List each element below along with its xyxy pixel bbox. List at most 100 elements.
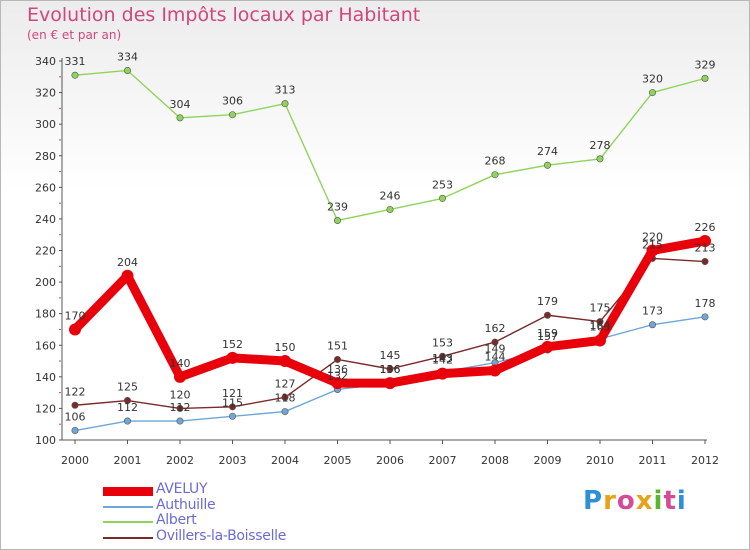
y-tick-label: 200 <box>35 276 56 289</box>
data-label: 334 <box>117 50 138 63</box>
data-label: 306 <box>222 95 243 108</box>
data-label: 106 <box>65 411 86 424</box>
data-label: 213 <box>695 242 716 255</box>
data-point <box>281 100 289 108</box>
data-label: 125 <box>117 381 138 394</box>
data-point <box>176 114 184 122</box>
data-point <box>701 74 709 82</box>
data-point <box>124 397 132 405</box>
data-label: 152 <box>222 338 243 351</box>
legend-label-ovillers: Ovillers-la-Boisselle <box>156 527 287 544</box>
data-label: 140 <box>170 357 191 370</box>
data-point <box>121 269 134 282</box>
legend-label-aveluy: AVELUY <box>156 481 208 497</box>
data-label: 175 <box>590 302 611 315</box>
data-point <box>229 111 237 119</box>
logo-letter: o <box>616 486 636 516</box>
data-label: 204 <box>117 256 138 269</box>
data-label: 274 <box>537 145 558 158</box>
x-tick-label: 2011 <box>639 454 667 467</box>
data-label: 268 <box>485 155 506 168</box>
data-point <box>384 377 396 390</box>
data-label: 329 <box>695 58 716 71</box>
data-label: 153 <box>432 336 453 349</box>
x-tick-label: 2004 <box>271 454 299 467</box>
data-label: 220 <box>642 231 663 244</box>
data-label: 278 <box>590 139 611 152</box>
data-point <box>174 370 186 383</box>
data-label: 112 <box>170 401 191 414</box>
data-label: 118 <box>275 392 296 405</box>
x-tick-label: 2012 <box>691 454 719 467</box>
data-point <box>69 323 81 336</box>
data-point <box>331 377 344 390</box>
x-tick-label: 2001 <box>114 454 142 467</box>
data-label: 122 <box>65 385 86 398</box>
data-label: 144 <box>485 351 506 364</box>
data-label: 136 <box>327 363 348 376</box>
y-tick-label: 300 <box>35 118 56 131</box>
data-point <box>279 355 291 368</box>
data-point <box>648 321 656 329</box>
chart-subtitle: (en € et par an) <box>27 28 122 42</box>
data-label: 150 <box>275 341 296 354</box>
logo-letter: x <box>635 486 654 516</box>
proxiti-logo: Proxiti <box>583 486 687 516</box>
data-label: 136 <box>380 363 401 376</box>
data-point <box>701 313 709 321</box>
data-label: 112 <box>117 401 138 414</box>
legend-swatch-ovillers <box>103 536 153 539</box>
data-label: 120 <box>170 388 191 401</box>
x-tick-label: 2007 <box>429 454 457 467</box>
data-label: 142 <box>432 354 453 367</box>
data-point <box>176 417 184 425</box>
data-point <box>646 244 659 257</box>
legend-label-albert: Albert <box>156 512 197 528</box>
data-label: 132 <box>327 369 348 382</box>
x-tick-label: 2000 <box>61 454 89 467</box>
y-tick-label: 240 <box>35 213 56 226</box>
data-label: 163 <box>590 321 611 334</box>
data-point <box>281 393 289 401</box>
data-point <box>541 340 554 353</box>
data-point <box>699 235 711 248</box>
data-point <box>333 355 341 363</box>
data-label: 121 <box>222 387 243 400</box>
data-label: 143 <box>432 352 453 365</box>
x-tick-label: 2006 <box>376 454 404 467</box>
data-label: 246 <box>380 189 401 202</box>
data-point <box>438 352 446 360</box>
x-tick-label: 2010 <box>586 454 614 467</box>
data-label: 253 <box>432 178 453 191</box>
data-label: 151 <box>327 339 348 352</box>
data-label: 115 <box>222 396 243 409</box>
y-tick-label: 260 <box>35 181 56 194</box>
logo-letter: i <box>676 486 687 516</box>
x-tick-label: 2003 <box>219 454 247 467</box>
data-label: 159 <box>537 327 558 340</box>
y-tick-label: 220 <box>35 245 56 258</box>
y-tick-label: 100 <box>35 434 56 447</box>
data-point <box>71 401 79 409</box>
data-point <box>438 194 446 202</box>
data-label: 178 <box>695 297 716 310</box>
data-point <box>491 171 499 179</box>
data-point <box>226 351 239 364</box>
data-point <box>176 404 184 412</box>
data-label: 331 <box>65 55 86 68</box>
data-point <box>701 258 709 266</box>
y-tick-label: 120 <box>35 402 56 415</box>
logo-letter: i <box>653 486 664 516</box>
data-point <box>71 71 79 79</box>
legend-swatch-authuille <box>103 505 153 508</box>
logo-letter: r <box>603 486 617 516</box>
legend-label-authuille: Authuille <box>156 496 216 513</box>
y-tick-label: 280 <box>35 150 56 163</box>
y-tick-label: 340 <box>35 55 56 68</box>
data-label: 136 <box>380 363 401 376</box>
data-point <box>596 318 604 326</box>
data-point <box>543 161 551 169</box>
logo-letter: t <box>663 486 677 516</box>
data-point <box>124 417 132 425</box>
